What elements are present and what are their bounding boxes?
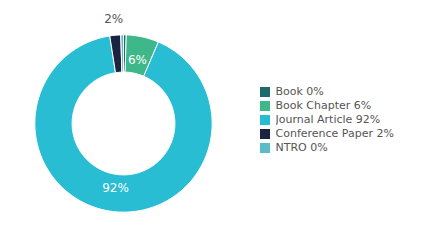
svg-text:2%: 2% [104,12,123,26]
html-text:NTRO 0%: NTRO 0% [275,141,328,155]
html-text:Book Chapter 6%: Book Chapter 6% [275,99,372,113]
svg-text:92%: 92% [102,181,129,195]
svg-text:6%: 6% [128,53,147,67]
html-text:Conference Paper 2%: Conference Paper 2% [275,127,394,141]
html-text:Journal Article 92%: Journal Article 92% [275,113,381,127]
html-text:Book 0%: Book 0% [275,85,324,99]
